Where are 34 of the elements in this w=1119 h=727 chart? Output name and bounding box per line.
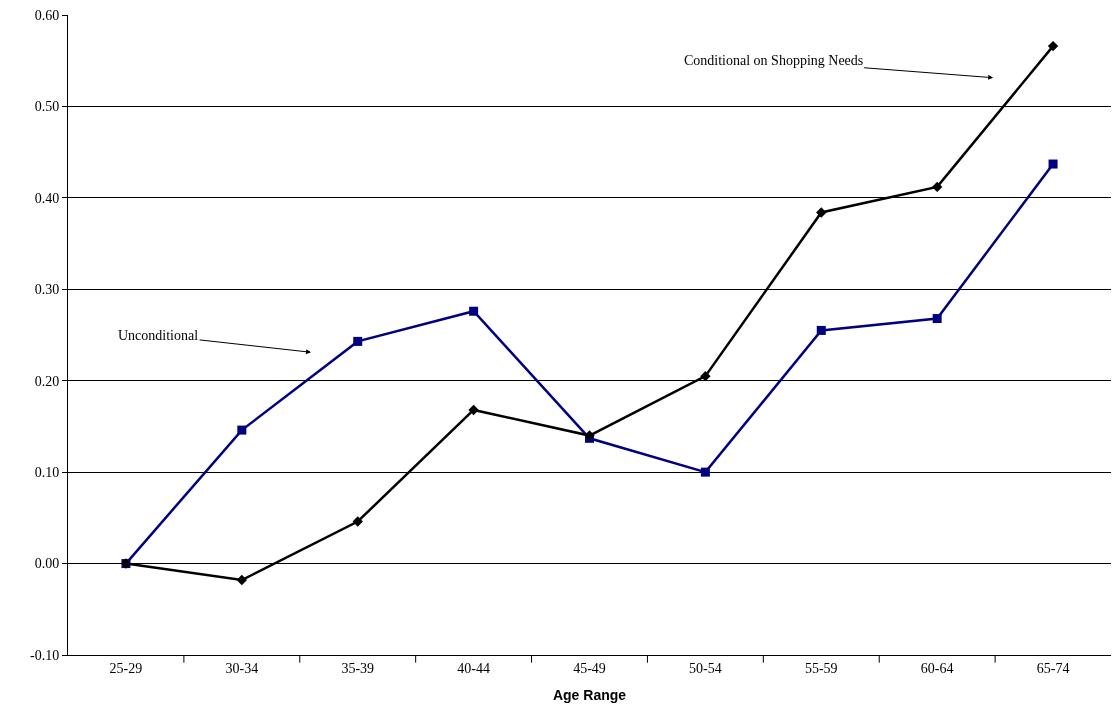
point: [236, 574, 248, 586]
y-tick-label: 0.10: [34, 465, 60, 481]
point: [468, 404, 479, 416]
y-tick-label: 0.60: [34, 7, 60, 23]
point: [700, 467, 710, 477]
x-tick-label: 60-64: [920, 660, 954, 676]
x-tick-label: 30-34: [225, 660, 259, 676]
point: [353, 336, 363, 346]
point: [352, 516, 363, 527]
y-tick-label: -0.10: [30, 647, 60, 663]
x-tick-label: 25-29: [109, 660, 143, 676]
point: [816, 207, 827, 218]
point: [237, 425, 247, 435]
point: [816, 325, 826, 335]
x-tick-label: 45-49: [573, 660, 606, 676]
point: [932, 314, 942, 324]
annotation: Conditional on Shopping Needs: [684, 53, 864, 68]
y-tick-label: 0.30: [34, 282, 60, 298]
y-tick-label: 0.00: [34, 556, 60, 572]
y-tick-label: 0.20: [34, 373, 60, 389]
x-axis-title: Age Range: [552, 687, 627, 704]
y-tick-label: 0.40: [34, 190, 60, 206]
point: [1047, 40, 1059, 52]
point: [931, 181, 943, 193]
x-tick-label: 40-44: [457, 660, 490, 676]
x-tick-label: 35-39: [341, 660, 375, 676]
point: [469, 306, 479, 316]
x-tick-label: 55-59: [804, 660, 838, 676]
annotation: Unconditional: [118, 328, 199, 343]
y-tick-label: 0.50: [34, 99, 60, 115]
point: [700, 370, 711, 382]
point: [1048, 159, 1058, 169]
x-tick-label: 65-74: [1036, 660, 1070, 676]
x-tick-label: 50-54: [689, 660, 722, 676]
